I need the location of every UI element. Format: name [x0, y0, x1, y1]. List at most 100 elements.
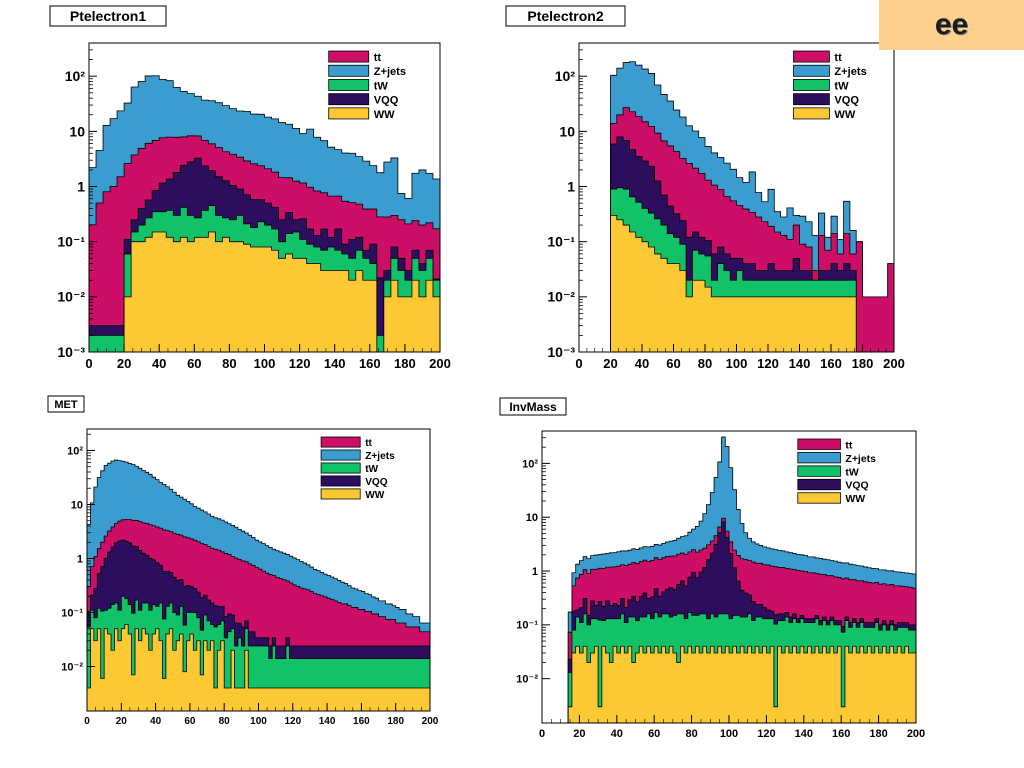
- invmass-x-tick-label: 80: [685, 728, 697, 740]
- invmass-y-tick-label: 10⁻¹: [516, 620, 538, 632]
- ptelectron2-legend-swatch: [793, 64, 830, 77]
- ptelectron2-x-tick-label: 80: [698, 356, 712, 371]
- invmass-x-tick-label: 0: [539, 728, 545, 740]
- met-chart: MET 10⁻² 10⁻¹ 1 10 10² 0 20 40 60 80 100 120 140 160 18…: [47, 395, 439, 727]
- ptelectron2-x-tick-label: 60: [666, 356, 680, 371]
- ptelectron1-x-tick-label: 160: [359, 356, 381, 371]
- met-x-tick-label: 40: [150, 716, 162, 727]
- met-series-ww: [86, 624, 431, 712]
- invmass-x-axis: 0 20 40 60 80 100 120 140 160 180 200: [539, 715, 925, 740]
- met-x-tick-label: 160: [353, 716, 370, 727]
- ptelectron2-series-group: [610, 61, 895, 353]
- ptelectron2-legend-label: tt: [834, 52, 842, 64]
- ptelectron1-y-tick-label: 10⁻²: [57, 289, 85, 305]
- met-x-tick-label: 180: [387, 716, 404, 727]
- ptelectron1-legend-label: WW: [374, 109, 395, 121]
- ptelectron2-y-tick-label: 1: [567, 178, 575, 194]
- ptelectron1-y-axis: 10⁻³ 10⁻² 10⁻¹ 1 10 10²: [57, 42, 97, 360]
- met-legend-swatch: [320, 488, 361, 500]
- ptelectron1-legend-label: tW: [374, 80, 389, 92]
- met-legend-label: Z+jets: [365, 451, 395, 462]
- ptelectron1-x-tick-label: 40: [152, 356, 166, 371]
- invmass-y-axis: 10⁻² 10⁻¹ 1 10 10²: [516, 430, 550, 686]
- met-legend-label: WW: [365, 490, 385, 501]
- ptelectron2-x-axis: 0 20 40 60 80 100 120 140 160 180 200: [575, 344, 905, 371]
- channel-badge-label: ee: [934, 8, 969, 41]
- met-y-tick-label: 10⁻²: [61, 661, 83, 673]
- met-legend-label: tt: [365, 438, 372, 449]
- met-x-tick-label: 200: [422, 716, 439, 727]
- ptelectron2-y-tick-label: 10⁻¹: [547, 234, 575, 250]
- met-x-tick-label: 20: [116, 716, 128, 727]
- ptelectron2-legend-label: WW: [834, 109, 855, 121]
- ptelectron1-chart: Ptelectron1 10⁻³ 10⁻² 10⁻¹ 1 10 10² 0 20 40 60 80 10…: [49, 5, 451, 371]
- invmass-title-box: InvMass: [499, 397, 567, 416]
- ptelectron1-title-frame: [49, 5, 167, 27]
- invmass-x-tick-label: 140: [795, 728, 813, 740]
- met-x-axis: 0 20 40 60 80 100 120 140 160 180 200: [84, 703, 439, 727]
- invmass-y-tick-label: 10: [526, 512, 538, 524]
- invmass-legend-label: tW: [845, 467, 858, 478]
- ptelectron1-series-ww: [89, 231, 441, 353]
- ptelectron1-y-tick-label: 10²: [65, 68, 86, 84]
- met-legend-label: VQQ: [365, 477, 388, 488]
- met-y-tick-label: 1: [77, 553, 83, 565]
- invmass-legend-swatch: [797, 438, 841, 450]
- invmass-legend-swatch: [797, 465, 841, 477]
- ptelectron1-legend: tt Z+jets tW VQQ WW: [328, 50, 406, 121]
- channel-badge: ee: [879, 0, 1024, 50]
- met-legend-swatch: [320, 462, 361, 474]
- invmass-legend-label: Z+jets: [845, 454, 876, 465]
- met-x-tick-label: 60: [184, 716, 196, 727]
- ptelectron1-x-tick-label: 120: [289, 356, 311, 371]
- invmass-y-tick-label: 1: [532, 566, 538, 578]
- invmass-legend-label: WW: [845, 494, 865, 505]
- ptelectron2-legend-label: VQQ: [834, 95, 859, 107]
- ptelectron2-series-ww: [610, 214, 857, 353]
- invmass-x-tick-label: 120: [757, 728, 775, 740]
- ptelectron1-x-tick-label: 60: [187, 356, 201, 371]
- met-y-tick-label: 10²: [67, 445, 83, 457]
- met-legend-swatch: [320, 475, 361, 487]
- ptelectron1-legend-swatch: [328, 50, 370, 63]
- ptelectron2-x-tick-label: 100: [726, 356, 748, 371]
- ptelectron1-title-box: Ptelectron1: [49, 5, 167, 27]
- invmass-legend-label: tt: [845, 440, 852, 451]
- ptelectron1-x-tick-label: 100: [254, 356, 276, 371]
- ptelectron1-legend-label: Z+jets: [374, 66, 406, 78]
- ptelectron2-y-tick-label: 10²: [555, 68, 576, 84]
- met-legend-swatch: [320, 449, 361, 461]
- met-x-tick-label: 120: [284, 716, 301, 727]
- met-y-axis: 10⁻² 10⁻¹ 1 10 10²: [61, 433, 95, 673]
- ptelectron1-y-tick-label: 10⁻¹: [57, 234, 85, 250]
- met-title-box: MET: [47, 395, 85, 413]
- invmass-legend-swatch: [797, 492, 841, 504]
- ptelectron1-legend-swatch: [328, 79, 370, 91]
- ptelectron1-y-tick-label: 10: [69, 123, 85, 139]
- invmass-legend-swatch: [797, 452, 841, 464]
- ptelectron2-x-tick-label: 160: [820, 356, 842, 371]
- ptelectron2-x-tick-label: 0: [575, 356, 582, 371]
- ptelectron2-x-tick-label: 20: [603, 356, 617, 371]
- invmass-series-ww: [567, 645, 917, 724]
- ptelectron1-x-tick-label: 140: [324, 356, 346, 371]
- invmass-y-tick-label: 10²: [522, 458, 538, 470]
- ptelectron1-x-tick-label: 20: [117, 356, 131, 371]
- ptelectron2-x-tick-label: 140: [789, 356, 811, 371]
- ptelectron1-legend-label: VQQ: [374, 95, 399, 107]
- invmass-series-group: [567, 436, 917, 724]
- ptelectron1-series-group: [88, 75, 441, 353]
- ptelectron1-x-tick-label: 0: [85, 356, 92, 371]
- met-x-tick-label: 80: [219, 716, 231, 727]
- ptelectron1-title: Ptelectron1: [70, 8, 146, 24]
- invmass-x-tick-label: 200: [907, 728, 925, 740]
- invmass-chart: InvMass 10⁻² 10⁻¹ 1 10 10² 0 20 40 60 80 100 120 140 1…: [499, 397, 925, 740]
- ptelectron1-x-tick-label: 200: [429, 356, 451, 371]
- ptelectron2-legend-swatch: [793, 50, 830, 63]
- ptelectron2-x-tick-label: 40: [635, 356, 649, 371]
- ptelectron2-y-tick-label: 10⁻²: [547, 289, 575, 305]
- ptelectron2-legend-label: tW: [834, 80, 849, 92]
- ptelectron2-legend-swatch: [793, 107, 830, 120]
- invmass-x-tick-label: 160: [832, 728, 850, 740]
